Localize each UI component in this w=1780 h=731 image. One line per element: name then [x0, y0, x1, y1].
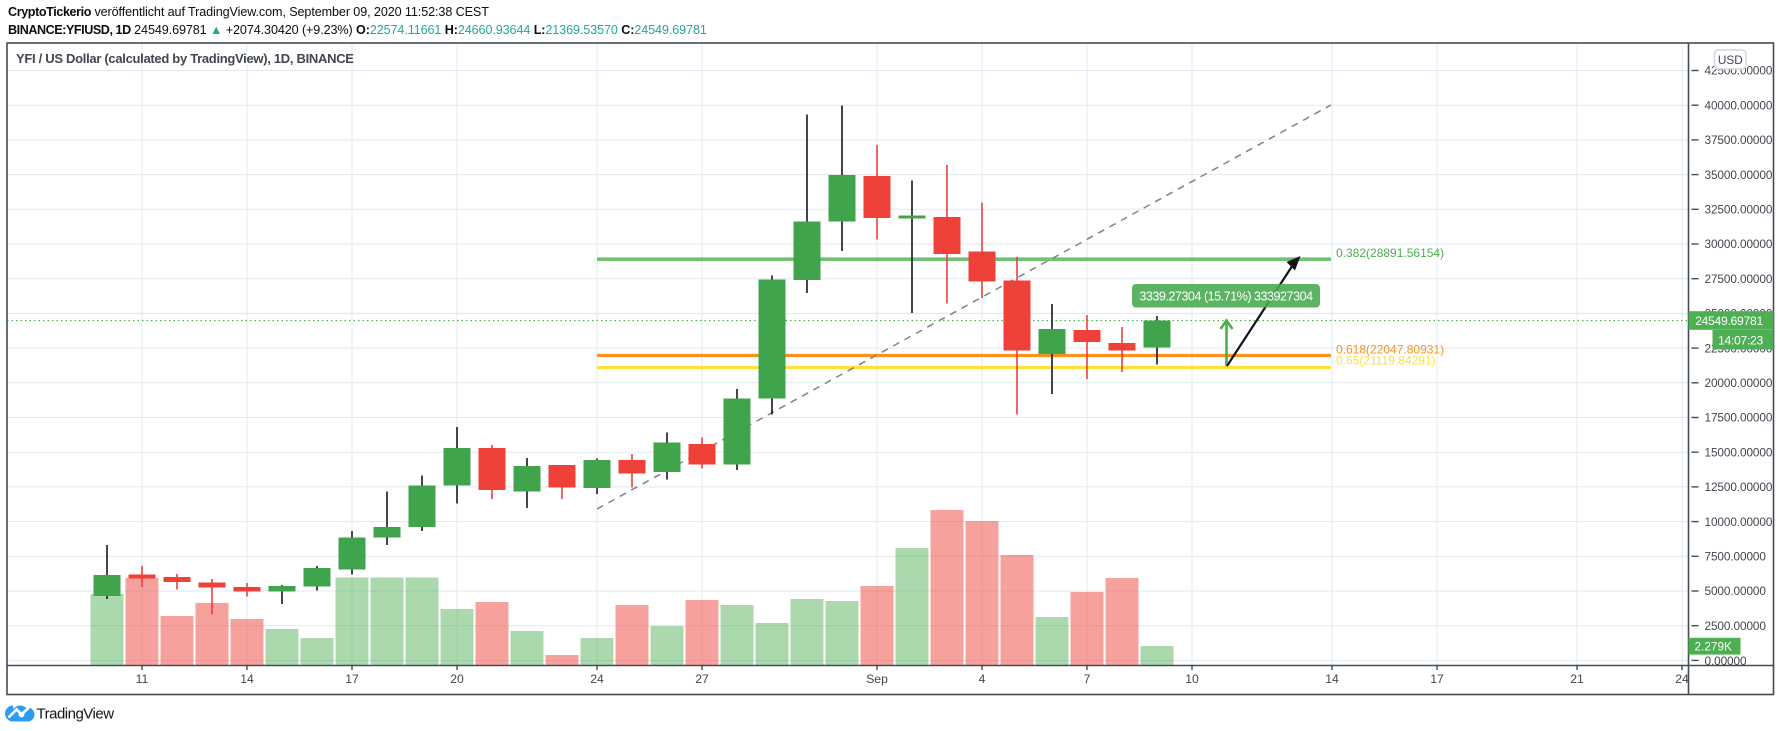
svg-text:2500.00000: 2500.00000	[1705, 619, 1767, 633]
svg-text:0.00000: 0.00000	[1705, 654, 1747, 668]
svg-text:40000.00000: 40000.00000	[1705, 98, 1773, 112]
svg-text:0.618(22047.80931): 0.618(22047.80931)	[1336, 343, 1444, 357]
svg-text:27500.00000: 27500.00000	[1705, 272, 1773, 286]
svg-text:USD: USD	[1718, 53, 1743, 67]
svg-text:37500.00000: 37500.00000	[1705, 133, 1773, 147]
svg-text:3339.27304 (15.71%) 333927304: 3339.27304 (15.71%) 333927304	[1139, 289, 1313, 303]
svg-text:2.279K: 2.279K	[1695, 640, 1733, 654]
svg-text:CryptoTickerio veröffentlicht: CryptoTickerio veröffentlicht auf Tradin…	[8, 5, 489, 19]
svg-text:14: 14	[240, 672, 254, 686]
svg-text:24: 24	[590, 672, 604, 686]
svg-text:0.65(21119.84291): 0.65(21119.84291)	[1336, 354, 1436, 368]
svg-text:32500.00000: 32500.00000	[1705, 203, 1773, 217]
svg-text:15000.00000: 15000.00000	[1705, 445, 1773, 459]
svg-text:5000.00000: 5000.00000	[1705, 584, 1767, 598]
svg-text:30000.00000: 30000.00000	[1705, 237, 1773, 251]
svg-text:27: 27	[695, 672, 709, 686]
svg-text:17500.00000: 17500.00000	[1705, 411, 1773, 425]
svg-text:YFI / US Dollar (calculated by: YFI / US Dollar (calculated by TradingVi…	[16, 51, 354, 66]
svg-text:14: 14	[1325, 672, 1339, 686]
svg-text:Sep: Sep	[866, 672, 888, 686]
svg-text:12500.00000: 12500.00000	[1705, 480, 1773, 494]
svg-text:21: 21	[1570, 672, 1584, 686]
svg-text:7: 7	[1084, 672, 1091, 686]
svg-text:TradingView: TradingView	[37, 706, 115, 723]
svg-text:24549.69781: 24549.69781	[1695, 314, 1763, 328]
svg-text:11: 11	[136, 672, 149, 686]
svg-text:10: 10	[1185, 672, 1199, 686]
svg-text:20: 20	[450, 672, 464, 686]
svg-text:4: 4	[979, 672, 986, 686]
svg-text:BINANCE:YFIUSD, 1D 24549.6978: BINANCE:YFIUSD, 1D 24549.69781 ▲ +2074.3…	[8, 23, 707, 37]
svg-text:14:07:23: 14:07:23	[1718, 333, 1764, 347]
svg-text:7500.00000: 7500.00000	[1705, 550, 1767, 564]
svg-text:17: 17	[1430, 672, 1444, 686]
svg-text:35000.00000: 35000.00000	[1705, 168, 1773, 182]
svg-text:10000.00000: 10000.00000	[1705, 515, 1773, 529]
svg-text:20000.00000: 20000.00000	[1705, 376, 1773, 390]
svg-text:17: 17	[345, 672, 359, 686]
svg-text:24: 24	[1675, 672, 1689, 686]
svg-text:0.382(28891.56154): 0.382(28891.56154)	[1336, 246, 1444, 260]
